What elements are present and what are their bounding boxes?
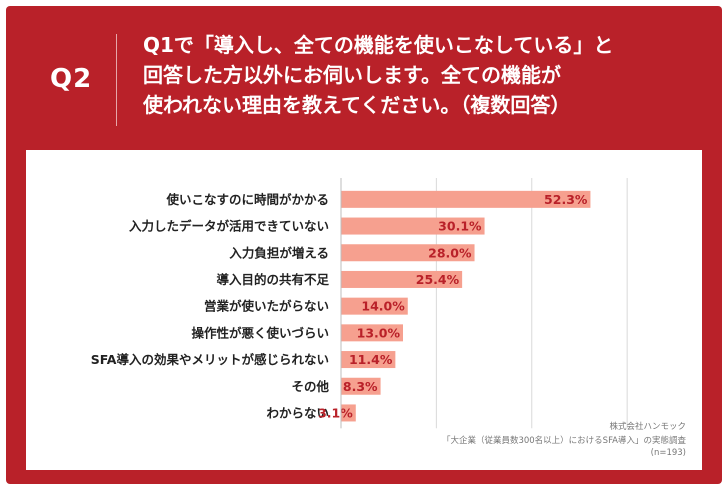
question-line: 回答した方以外にお伺いします。全ての機能が [143, 63, 561, 87]
category-label: 操作性が悪く使いづらい [191, 325, 329, 340]
bar [341, 217, 485, 235]
bar [341, 351, 396, 369]
value-label: 30.1% [438, 219, 482, 234]
category-label: SFA導入の効果やメリットが感じられない [91, 352, 329, 367]
value-label: 28.0% [428, 245, 472, 260]
bar-chart: 使いこなすのに時間がかかる 52.3% 入力したデータが活用できていない 30.1% 入… [91, 178, 628, 429]
value-label: 25.4% [416, 272, 460, 287]
category-label: 営業が使いたがらない [204, 299, 329, 314]
bar [341, 244, 475, 262]
value-label: 8.3% [343, 379, 378, 394]
footnote-survey: 「大企業（従業員数300名以上）におけるSFA導入」の実態調査 [441, 436, 686, 446]
category-label: 入力したデータが活用できていない [129, 219, 329, 234]
category-label: その他 [291, 379, 329, 394]
bar [341, 404, 356, 422]
question-line: Q1で「導入し、全ての機能を使いこなしている」と [143, 33, 614, 57]
bar [341, 324, 403, 342]
value-label: 52.3% [544, 192, 588, 207]
category-label: 入力負担が増える [229, 245, 329, 260]
value-label: 3.1% [318, 405, 353, 420]
category-label: 使いこなすのに時間がかかる [165, 192, 329, 207]
value-label: 14.0% [361, 299, 405, 314]
bar [341, 297, 408, 315]
question-line: 使われない理由を教えてください。（複数回答） [143, 93, 571, 117]
header-divider [116, 34, 117, 126]
question-text: Q1で「導入し、全ての機能を使いこなしている」と 回答した方以外にお伺いします。… [143, 30, 703, 120]
value-label: 11.4% [349, 352, 393, 367]
category-label: 導入目的の共有不足 [216, 272, 329, 287]
footnote-company: 株式会社ハンモック [609, 422, 686, 432]
bar [341, 377, 381, 395]
bar [341, 270, 463, 288]
category-label: わからない [266, 405, 329, 420]
bar [341, 190, 591, 208]
chart-panel: 使いこなすのに時間がかかる 52.3% 入力したデータが活用できていない 30.1% 入… [26, 150, 702, 470]
question-number: Q2 [50, 64, 93, 94]
footnote-sample: (n=193) [650, 448, 686, 458]
value-label: 13.0% [357, 325, 401, 340]
